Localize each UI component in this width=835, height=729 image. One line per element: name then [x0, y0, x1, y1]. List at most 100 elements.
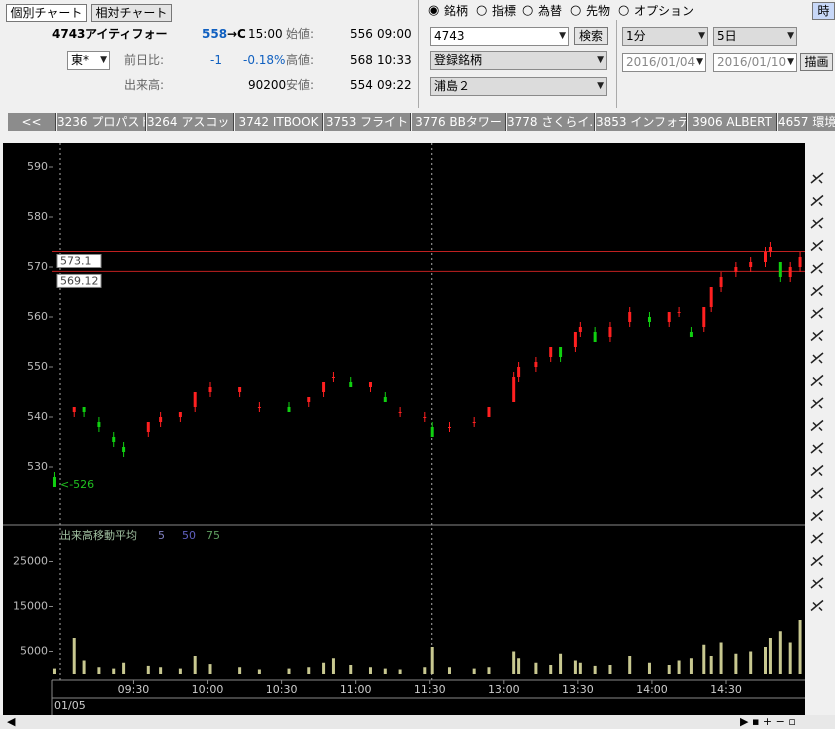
volume-bar: [472, 668, 476, 674]
scroll-left[interactable]: ◀: [7, 715, 16, 728]
stock-tab[interactable]: 3906 ALBERT: [688, 113, 777, 131]
volume-bar: [97, 667, 101, 674]
x-tick-label: 11:30: [414, 683, 446, 696]
radio-mark[interactable]: ◉: [428, 3, 440, 18]
volume-bar: [667, 664, 671, 674]
stock-tab[interactable]: 3753 フライト: [324, 113, 411, 131]
stock-tab[interactable]: 3742 ITBOOK: [235, 113, 323, 131]
change-label: 前日比:: [124, 53, 165, 67]
tool-icon[interactable]: [810, 577, 824, 589]
draw-button[interactable]: 描画: [800, 53, 833, 71]
candle-body: [734, 267, 738, 272]
candle-body: [798, 257, 802, 267]
candle-body: [647, 317, 651, 322]
stock-tab[interactable]: 4657 環境: [778, 113, 835, 131]
tool-icon[interactable]: [810, 239, 824, 252]
stock-tab[interactable]: 3236 プロパスト: [57, 113, 146, 131]
volume-bar: [778, 631, 782, 674]
candle-body: [573, 332, 577, 347]
volume-bar: [208, 664, 212, 674]
tool-icon[interactable]: [810, 307, 824, 319]
volume-bar: [307, 667, 311, 674]
tool-icon[interactable]: [810, 532, 824, 544]
tool-icon[interactable]: [810, 599, 824, 612]
tool-icon[interactable]: [810, 464, 824, 477]
volume-bar: [719, 642, 723, 674]
tool-icon[interactable]: [810, 442, 824, 454]
radio-mark[interactable]: ○: [522, 3, 534, 18]
volume-bar: [628, 655, 632, 674]
tab-relative[interactable]: 相対チャート: [91, 4, 172, 22]
tool-icon[interactable]: [810, 487, 824, 499]
candle-body: [512, 377, 516, 402]
radio-label[interactable]: オプション: [634, 4, 695, 18]
scrollbar[interactable]: [0, 715, 835, 729]
radio-mark[interactable]: ○: [570, 3, 582, 18]
high-time: 10:33: [377, 53, 412, 67]
volume-bar: [287, 668, 291, 674]
x-tick-label: 14:00: [636, 683, 668, 696]
volume-bar: [573, 660, 577, 674]
volume-bar: [578, 662, 582, 674]
volume-bar: [383, 668, 387, 674]
tool-icon[interactable]: [810, 509, 824, 522]
y-tick-label: 580: [27, 210, 48, 223]
tool-icon[interactable]: [810, 374, 824, 387]
candle-body: [719, 277, 723, 287]
span-select[interactable]: 5日: [713, 27, 797, 46]
tool-icon[interactable]: [810, 554, 824, 567]
stock-tab[interactable]: <<: [8, 113, 56, 131]
from-date[interactable]: 2016/01/04: [622, 53, 706, 72]
volume-bar: [763, 646, 767, 674]
stock-tab[interactable]: 3853 インフォテリ: [596, 113, 687, 131]
list-select[interactable]: 登録銘柄: [430, 51, 607, 70]
tool-icon[interactable]: [810, 329, 824, 342]
tool-icon[interactable]: [810, 172, 824, 184]
interval-select[interactable]: 1分: [622, 27, 708, 46]
tool-icon[interactable]: [810, 419, 824, 432]
volume-bar: [734, 653, 738, 674]
radio-mark[interactable]: ○: [618, 3, 630, 18]
radio-mark[interactable]: ○: [476, 3, 488, 18]
market-select[interactable]: 東*: [67, 51, 110, 70]
volume-bar: [768, 637, 772, 674]
candle-body: [257, 407, 261, 408]
corner-button[interactable]: 時: [812, 2, 835, 20]
tool-icon[interactable]: [810, 217, 824, 229]
annotation: <-526: [60, 478, 94, 491]
radio-label[interactable]: 為替: [538, 4, 563, 18]
candle-body: [578, 327, 582, 332]
radio-label[interactable]: 指標: [492, 4, 517, 18]
x-tick-label: 10:00: [192, 683, 224, 696]
search-button[interactable]: 検索: [574, 27, 608, 45]
price: 558: [202, 27, 228, 41]
date-label: 01/05: [54, 699, 86, 712]
radio-label[interactable]: 銘柄: [444, 4, 469, 18]
low-time: 09:22: [377, 78, 412, 92]
tab-individual[interactable]: 個別チャート: [6, 4, 87, 22]
candle-body: [322, 382, 326, 392]
to-date[interactable]: 2016/01/10: [713, 53, 797, 72]
candle-body: [97, 422, 101, 427]
radio-label[interactable]: 先物: [586, 4, 611, 18]
stock-tab[interactable]: 3778 さくらイ...: [507, 113, 595, 131]
tool-icon[interactable]: [810, 284, 824, 297]
candle-body: [159, 417, 163, 422]
tool-icon[interactable]: [810, 397, 824, 409]
group-select[interactable]: 浦島２: [430, 77, 607, 96]
candle-body: [52, 477, 56, 487]
scroll-right[interactable]: ▶ ▪ + − ▫: [740, 715, 796, 728]
y-tick-label: 560: [27, 310, 48, 323]
tool-icon[interactable]: [810, 194, 824, 207]
volume-bar: [647, 662, 651, 674]
tool-icon[interactable]: [810, 262, 824, 274]
h-line-label: 573.1: [60, 255, 92, 268]
y-tick-label: 590: [27, 160, 48, 173]
candle-body: [72, 407, 76, 412]
stock-tab[interactable]: 3776 BBタワー: [412, 113, 506, 131]
volume-bar: [52, 668, 56, 674]
code-input[interactable]: 4743: [430, 27, 569, 46]
stock-tab[interactable]: 3264 アスコット: [147, 113, 234, 131]
tool-icon[interactable]: [810, 352, 824, 364]
candle-body: [534, 362, 538, 367]
